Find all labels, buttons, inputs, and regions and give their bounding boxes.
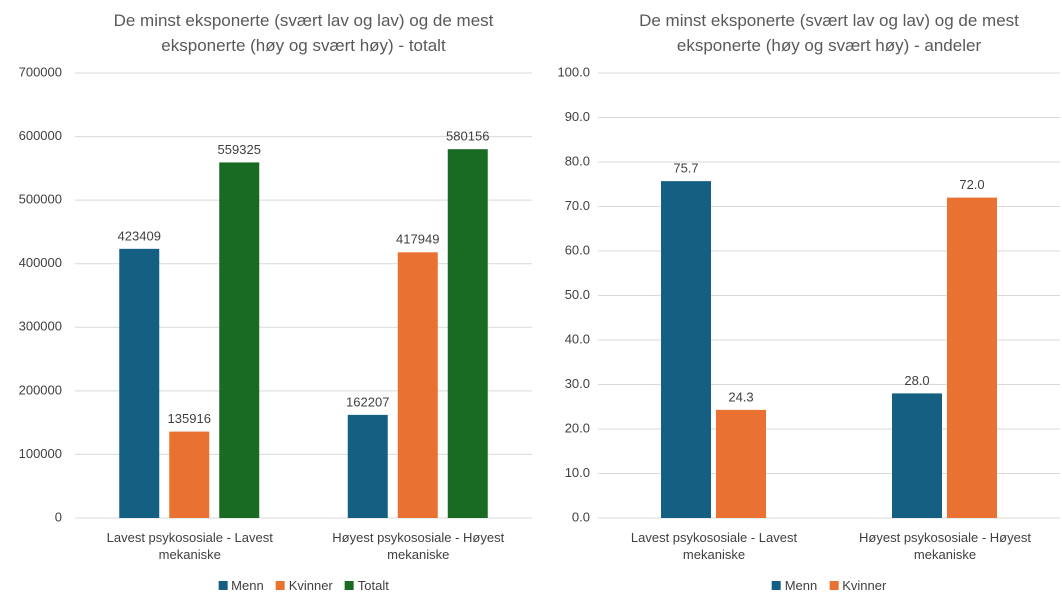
bar bbox=[397, 252, 438, 519]
legend-label: Kvinner bbox=[288, 578, 333, 593]
x-tick-label: Lavest psykososiale - Lavest mekaniske bbox=[106, 530, 273, 562]
y-tick-label: 0.0 bbox=[572, 509, 590, 524]
bar bbox=[447, 149, 488, 519]
legend: Menn Kvinner Totalt bbox=[218, 578, 389, 593]
y-tick-label: 50.0 bbox=[565, 287, 590, 302]
y-tick-label: 90.0 bbox=[565, 109, 590, 124]
y-tick-label: 700000 bbox=[19, 64, 62, 79]
y-tick-label: 400000 bbox=[19, 255, 62, 270]
bar bbox=[892, 393, 942, 518]
y-tick-label: 60.0 bbox=[565, 242, 590, 257]
x-tick-label: Lavest psykososiale - Lavest mekaniske bbox=[630, 530, 798, 562]
value-label: 24.3 bbox=[728, 389, 753, 404]
y-tick-label: 80.0 bbox=[565, 153, 590, 168]
legend-item: Kvinner bbox=[829, 578, 886, 593]
legend-item: Menn bbox=[771, 578, 818, 593]
legend-item: Kvinner bbox=[275, 578, 333, 593]
bar bbox=[661, 181, 711, 518]
y-tick-label: 300000 bbox=[19, 319, 62, 334]
y-tick-label: 200000 bbox=[19, 382, 62, 397]
y-tick-label: 500000 bbox=[19, 192, 62, 207]
y-tick-label: 10.0 bbox=[565, 465, 590, 480]
legend-label: Menn bbox=[231, 578, 264, 593]
bar bbox=[347, 414, 388, 518]
legend-label: Menn bbox=[784, 578, 818, 593]
y-tick-label: 0 bbox=[55, 509, 62, 524]
value-label: 72.0 bbox=[959, 177, 984, 192]
legend-swatch bbox=[218, 581, 228, 590]
bar bbox=[947, 197, 997, 518]
value-label: 559325 bbox=[218, 142, 261, 157]
x-tick-label: Høyest psykososiale - Høyest mekaniske bbox=[332, 530, 505, 562]
value-label: 580156 bbox=[446, 129, 489, 144]
legend-swatch bbox=[829, 581, 839, 590]
y-tick-label: 100000 bbox=[19, 446, 62, 461]
y-tick-label: 20.0 bbox=[565, 420, 590, 435]
chart-title: De minst eksponerte (svært lav og lav) o… bbox=[639, 11, 1019, 55]
legend-label: Kvinner bbox=[842, 578, 887, 593]
y-tick-label: 40.0 bbox=[565, 331, 590, 346]
y-tick-label: 100.0 bbox=[557, 64, 590, 79]
x-tick-label: Høyest psykososiale - Høyest mekaniske bbox=[859, 530, 1031, 562]
legend-item: Menn bbox=[218, 578, 264, 593]
bar bbox=[219, 162, 260, 518]
value-label: 162207 bbox=[346, 394, 389, 409]
legend-swatch bbox=[344, 581, 354, 590]
value-label: 417949 bbox=[396, 232, 439, 247]
bar bbox=[169, 431, 210, 518]
value-label: 28.0 bbox=[904, 373, 929, 388]
bar bbox=[716, 409, 766, 518]
legend-swatch bbox=[275, 581, 285, 590]
legend: Menn Kvinner bbox=[771, 578, 886, 593]
y-tick-label: 30.0 bbox=[565, 376, 590, 391]
legend-item: Totalt bbox=[344, 578, 389, 593]
y-tick-label: 70.0 bbox=[565, 198, 590, 213]
bar bbox=[119, 248, 160, 518]
chart-title: De minst eksponerte (svært lav og lav) o… bbox=[113, 11, 494, 55]
value-label: 135916 bbox=[168, 411, 211, 426]
legend-swatch bbox=[771, 581, 781, 590]
y-tick-label: 600000 bbox=[19, 128, 62, 143]
value-label: 423409 bbox=[118, 228, 161, 243]
value-label: 75.7 bbox=[673, 161, 698, 176]
legend-label: Totalt bbox=[357, 578, 389, 593]
